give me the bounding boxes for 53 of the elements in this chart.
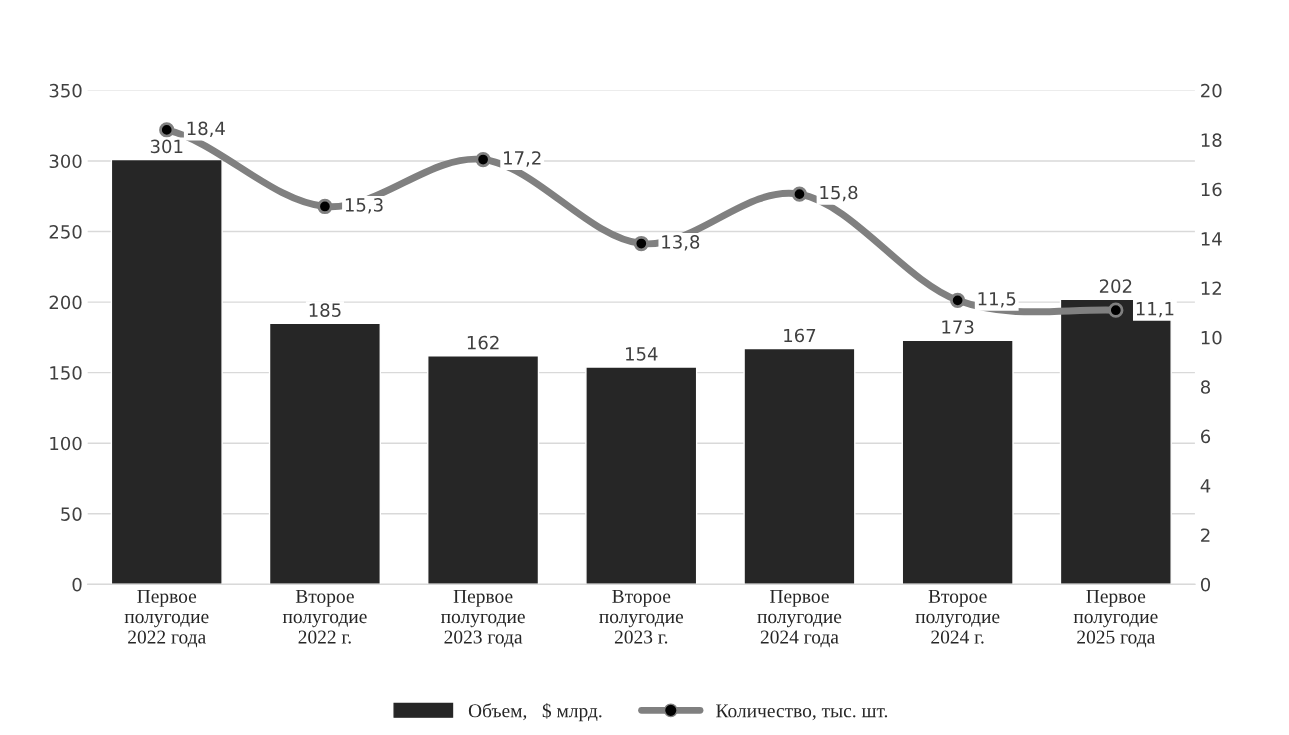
x-tick-label: Первое полугодие 2025 года bbox=[1073, 589, 1158, 648]
y2-tick-label: 2 bbox=[1201, 528, 1210, 542]
y-tick-label: 100 bbox=[50, 436, 82, 451]
data-label: 167 bbox=[784, 328, 816, 343]
y2-tick-label: 16 bbox=[1201, 182, 1222, 197]
bar bbox=[585, 366, 698, 585]
data-label: 154 bbox=[626, 347, 658, 361]
y2-tick-label: 4 bbox=[1200, 479, 1211, 493]
y-tick-label: 0 bbox=[72, 577, 82, 592]
data-label: 173 bbox=[942, 320, 974, 334]
data-label: 202 bbox=[1099, 279, 1132, 293]
x-tick-label: Второе полугодие 2022 г. bbox=[282, 589, 367, 644]
data-label: 13,8 bbox=[662, 235, 700, 251]
y2-tick-label: 0 bbox=[1200, 577, 1211, 592]
data-label: 11,1 bbox=[1136, 302, 1174, 318]
y2-tick-label: 10 bbox=[1201, 330, 1222, 345]
point bbox=[159, 122, 175, 138]
bar bbox=[901, 339, 1014, 585]
y2-tick-label: 14 bbox=[1201, 232, 1222, 246]
x-tick-label: Первое полугодие 2024 года bbox=[757, 589, 842, 648]
y2-tick-label: 6 bbox=[1201, 429, 1211, 444]
x-tick-label: Первое полугодие 2023 года bbox=[441, 589, 525, 648]
x-tick-label: Первое полугодие 2022 года bbox=[124, 589, 209, 648]
data-label: 15,8 bbox=[820, 185, 858, 202]
y-tick-label: 200 bbox=[49, 295, 82, 310]
data-label: 185 bbox=[309, 303, 341, 317]
data-label: 18,4 bbox=[187, 121, 225, 137]
point bbox=[475, 151, 491, 168]
y-tick-label: 150 bbox=[50, 366, 82, 380]
y-tick-label: 50 bbox=[61, 507, 82, 521]
data-label: 17,2 bbox=[504, 151, 541, 167]
data-label: 162 bbox=[467, 335, 499, 350]
y2-tick-label: 12 bbox=[1201, 281, 1221, 295]
point bbox=[633, 235, 649, 252]
y2-tick-label: 18 bbox=[1201, 133, 1222, 147]
bar bbox=[743, 347, 856, 585]
data-label: 301 bbox=[150, 139, 183, 154]
point bbox=[1108, 302, 1124, 318]
point bbox=[949, 292, 966, 308]
point bbox=[317, 198, 333, 215]
point bbox=[791, 186, 808, 202]
y-tick-label: 250 bbox=[49, 224, 82, 239]
y2-tick-label: 8 bbox=[1200, 380, 1211, 394]
legend-label: Количество, тыс. шт. bbox=[716, 704, 888, 721]
data-label: 11,5 bbox=[978, 292, 1016, 308]
y-tick-label: 350 bbox=[49, 83, 82, 98]
x-tick-label: Второе полугодие 2023 г. bbox=[599, 589, 684, 644]
data-label: 15,3 bbox=[345, 198, 383, 214]
x-tick-label: Второе полугодие 2024 г. bbox=[915, 589, 1000, 644]
y2-tick-label: 20 bbox=[1201, 83, 1222, 98]
legend-label: Объем, $ млрд. bbox=[468, 703, 602, 722]
y-tick-label: 300 bbox=[49, 154, 82, 169]
bar bbox=[427, 355, 540, 585]
